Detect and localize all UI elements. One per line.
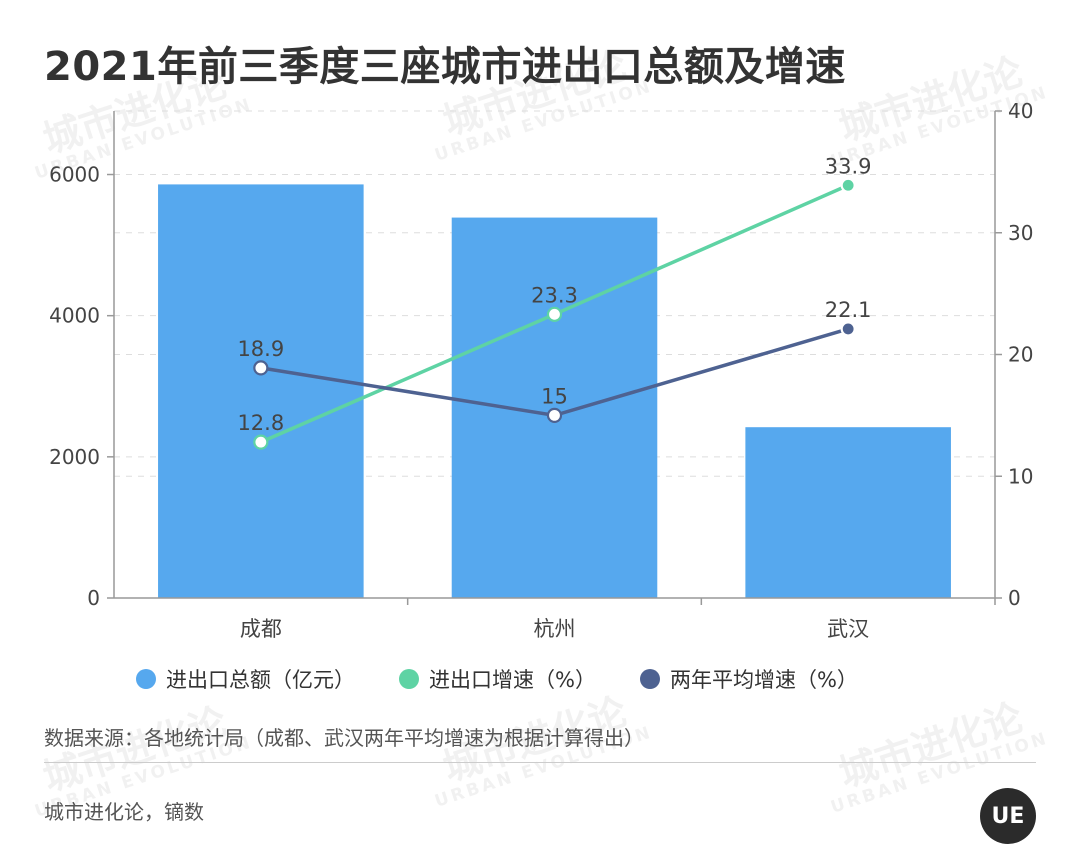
data-label: 33.9 <box>825 154 872 178</box>
legend-label-growth: 进出口增速（%） <box>429 668 596 692</box>
bar <box>158 184 364 598</box>
legend-item-bar[interactable]: 进出口总额（亿元） <box>136 664 355 694</box>
data-source: 数据来源：各地统计局（成都、武汉两年平均增速为根据计算得出） <box>44 726 644 750</box>
series-point <box>840 321 856 337</box>
series-point <box>840 177 856 193</box>
series-point <box>546 407 563 423</box>
y-right-tick-label: 40 <box>1008 99 1033 123</box>
legend-label-bar: 进出口总额（亿元） <box>166 668 355 692</box>
bar <box>745 427 951 598</box>
divider <box>44 762 1036 763</box>
x-tick-label: 成都 <box>240 617 282 641</box>
legend: 进出口总额（亿元） 进出口增速（%） 两年平均增速（%） <box>136 664 902 694</box>
data-label: 23.3 <box>531 283 578 307</box>
y-right-tick-label: 0 <box>1008 586 1021 610</box>
y-right-tick-label: 10 <box>1008 464 1033 488</box>
combo-chart: 0 2000 4000 6000 0 10 20 30 40 成都 杭州 武汉 12.8 23.3 33.9… <box>49 99 1033 641</box>
legend-label-avg-growth: 两年平均增速（%） <box>669 668 858 692</box>
y-left-tick-label: 0 <box>87 586 100 610</box>
y-right-tick-label: 20 <box>1008 343 1033 367</box>
y-right-tick-label: 30 <box>1008 221 1033 245</box>
y-left-tick-label: 2000 <box>49 445 100 469</box>
series-point <box>253 360 269 376</box>
series-point <box>546 306 563 322</box>
footer-credit: 城市进化论，镝数 <box>44 800 204 824</box>
data-label: 15 <box>541 384 568 408</box>
chart-title: 2021年前三季度三座城市进出口总额及增速 <box>44 44 846 90</box>
legend-item-growth[interactable]: 进出口增速（%） <box>399 664 596 694</box>
series-point <box>253 434 269 450</box>
brand-logo: UE <box>980 788 1036 844</box>
legend-swatch-avg-growth <box>639 669 660 689</box>
data-label: 22.1 <box>825 298 872 322</box>
legend-swatch-bar <box>136 669 156 689</box>
x-tick-label: 武汉 <box>827 617 869 641</box>
y-left-tick-label: 6000 <box>49 163 100 187</box>
data-label: 18.9 <box>237 337 284 361</box>
x-tick-label: 杭州 <box>534 617 576 641</box>
legend-item-avg-growth[interactable]: 两年平均增速（%） <box>639 664 858 694</box>
y-left-tick-label: 4000 <box>49 304 100 328</box>
data-label: 12.8 <box>237 411 284 435</box>
legend-swatch-growth <box>399 669 419 689</box>
